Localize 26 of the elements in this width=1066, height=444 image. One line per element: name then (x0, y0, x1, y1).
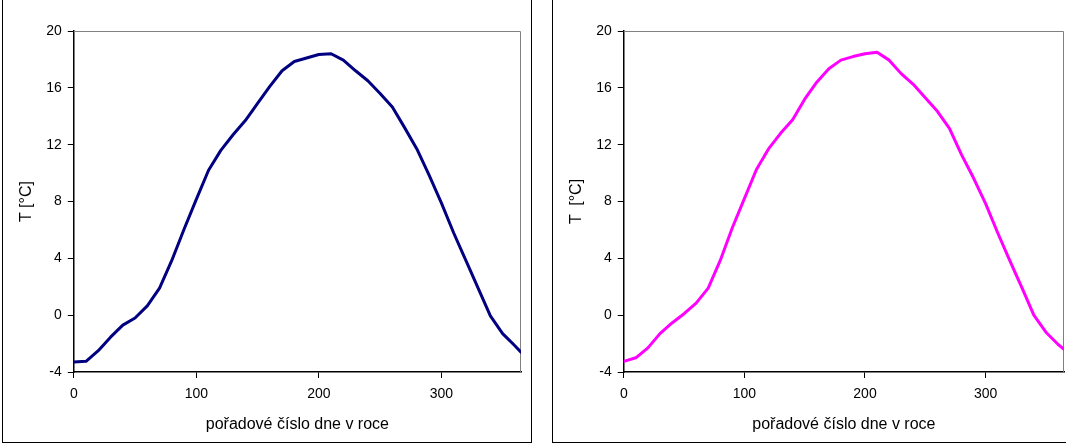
y-tick-label: -4 (599, 362, 612, 379)
y-tick-label: 20 (46, 21, 62, 38)
x-tick-label: 0 (69, 385, 78, 402)
y-axis-title: T [°C] (17, 181, 35, 222)
y-tick-label: 12 (596, 135, 612, 152)
x-axis-title: pořadové číslo dne v roce (752, 414, 936, 432)
y-tick-label: 4 (53, 249, 62, 266)
x-tick-label: 0 (619, 385, 628, 402)
y-tick-label: 0 (53, 306, 62, 323)
y-tick-label: 16 (46, 78, 62, 95)
x-tick-label: 200 (307, 385, 331, 402)
y-tick-label: -4 (49, 362, 62, 379)
y-tick-label: 8 (53, 192, 62, 209)
x-tick-label: 300 (429, 385, 454, 402)
x-tick-label: 300 (973, 385, 998, 402)
y-tick-label: 8 (603, 192, 612, 209)
y-tick-label: 4 (603, 249, 612, 266)
x-tick-label: 200 (853, 385, 877, 402)
x-tick-label: 100 (184, 385, 209, 402)
y-tick-label: 0 (603, 306, 612, 323)
y-tick-label: 20 (596, 21, 612, 38)
y-tick-label: 16 (596, 78, 612, 95)
x-axis-title: pořadové číslo dne v roce (205, 414, 390, 432)
y-tick-label: 12 (46, 135, 62, 152)
y-axis-title: T [°C] (567, 178, 585, 225)
x-tick-label: 100 (732, 385, 757, 402)
